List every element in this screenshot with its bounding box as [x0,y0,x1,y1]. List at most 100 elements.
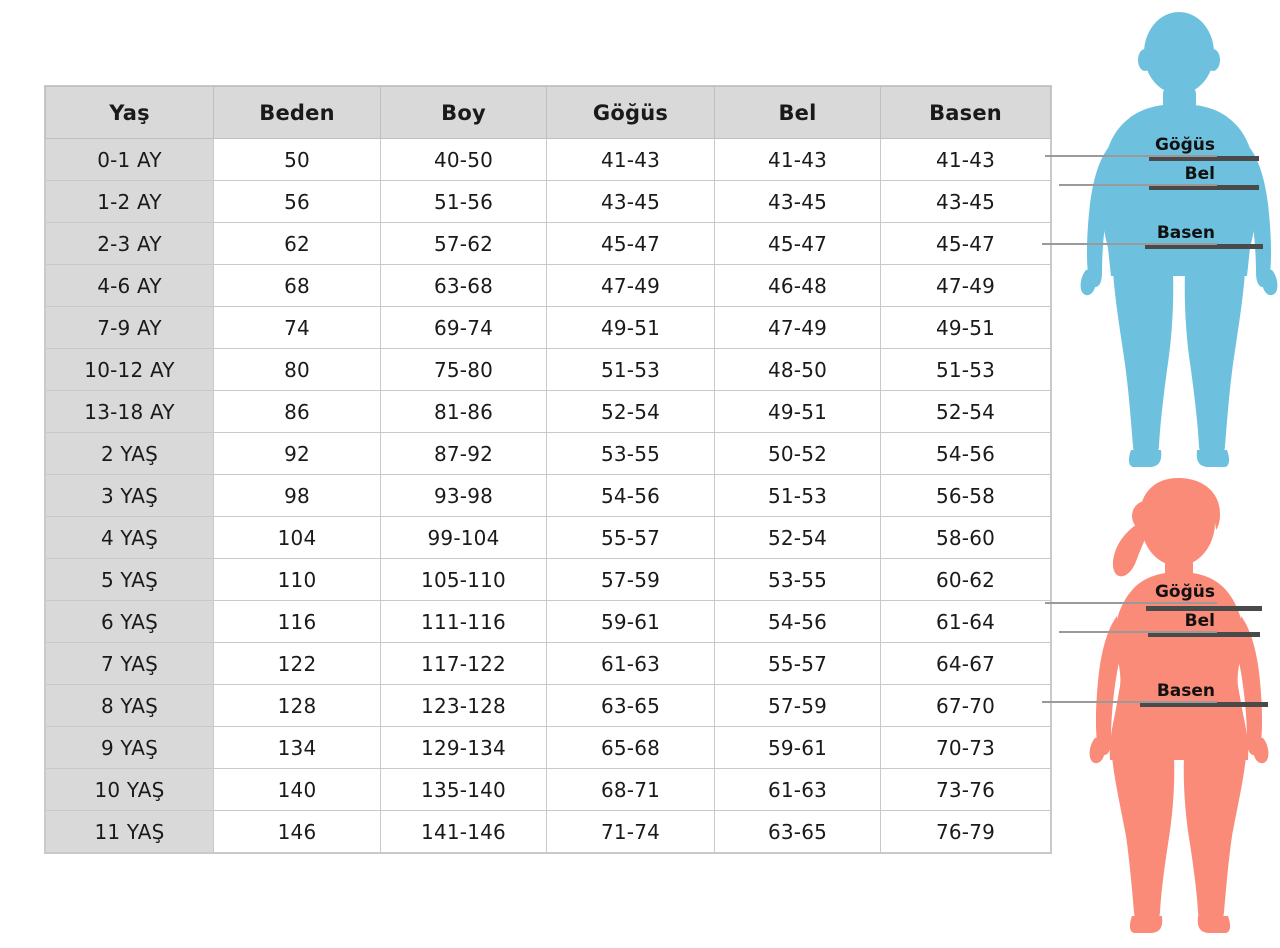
cell-height: 63-68 [380,264,547,307]
cell-waist: 61-63 [714,768,881,811]
cell-height: 99-104 [380,516,547,559]
cell-chest: 59-61 [546,600,715,643]
cell-height: 141-146 [380,810,547,853]
cell-chest: 51-53 [546,348,715,391]
cell-age: 0-1 AY [45,138,214,181]
cell-size: 74 [213,306,381,349]
cell-chest: 45-47 [546,222,715,265]
table-row: 3 YAŞ 98 93-98 54-56 51-53 56-58 [45,474,1051,517]
column-header-chest: Göğüs [546,86,715,139]
cell-chest: 47-49 [546,264,715,307]
cell-chest: 52-54 [546,390,715,433]
cell-waist: 47-49 [714,306,881,349]
cell-hip: 73-76 [880,768,1051,811]
cell-size: 92 [213,432,381,475]
female-chest-leader-line [1045,602,1217,604]
cell-chest: 61-63 [546,642,715,685]
cell-height: 129-134 [380,726,547,769]
cell-chest: 68-71 [546,768,715,811]
cell-size: 80 [213,348,381,391]
cell-size: 62 [213,222,381,265]
female-chest-callout: Göğüs [1045,583,1217,604]
cell-hip: 51-53 [880,348,1051,391]
cell-height: 69-74 [380,306,547,349]
cell-size: 128 [213,684,381,727]
cell-hip: 52-54 [880,390,1051,433]
cell-height: 81-86 [380,390,547,433]
female-waist-callout: Bel [1059,612,1217,633]
table-row: 10-12 AY 80 75-80 51-53 48-50 51-53 [45,348,1051,391]
table-row: 11 YAŞ 146 141-146 71-74 63-65 76-79 [45,810,1051,853]
table-row: 0-1 AY 50 40-50 41-43 41-43 41-43 [45,138,1051,181]
column-header-age: Yaş [45,86,214,139]
table-row: 2 YAŞ 92 87-92 53-55 50-52 54-56 [45,432,1051,475]
cell-age: 1-2 AY [45,180,214,223]
cell-waist: 57-59 [714,684,881,727]
cell-hip: 58-60 [880,516,1051,559]
cell-hip: 67-70 [880,684,1051,727]
cell-hip: 47-49 [880,264,1051,307]
cell-height: 51-56 [380,180,547,223]
cell-age: 3 YAŞ [45,474,214,517]
cell-hip: 45-47 [880,222,1051,265]
cell-size: 146 [213,810,381,853]
cell-size: 68 [213,264,381,307]
cell-hip: 61-64 [880,600,1051,643]
cell-waist: 45-47 [714,222,881,265]
cell-size: 98 [213,474,381,517]
size-chart-table-container: Yaş Beden Boy Göğüs Bel Basen 0-1 AY 50 40… [45,86,1051,853]
male-waist-callout: Bel [1059,165,1217,186]
female-waist-leader-line [1059,631,1217,633]
table-row: 1-2 AY 56 51-56 43-45 43-45 43-45 [45,180,1051,223]
table-row: 2-3 AY 62 57-62 45-47 45-47 45-47 [45,222,1051,265]
cell-waist: 55-57 [714,642,881,685]
cell-height: 40-50 [380,138,547,181]
table-row: 4 YAŞ 104 99-104 55-57 52-54 58-60 [45,516,1051,559]
cell-waist: 46-48 [714,264,881,307]
cell-size: 110 [213,558,381,601]
male-chest-label: Göğüs [1154,135,1215,155]
cell-height: 117-122 [380,642,547,685]
cell-waist: 48-50 [714,348,881,391]
cell-chest: 57-59 [546,558,715,601]
female-hip-measure-band [1140,702,1268,707]
cell-chest: 71-74 [546,810,715,853]
table-row: 5 YAŞ 110 105-110 57-59 53-55 60-62 [45,558,1051,601]
table-row: 7-9 AY 74 69-74 49-51 47-49 49-51 [45,306,1051,349]
size-chart-table: Yaş Beden Boy Göğüs Bel Basen 0-1 AY 50 40… [45,86,1051,853]
cell-chest: 54-56 [546,474,715,517]
female-silhouette-icon [1089,478,1269,933]
cell-chest: 41-43 [546,138,715,181]
table-body: 0-1 AY 50 40-50 41-43 41-43 41-43 1-2 AY 56 51-5… [45,138,1051,853]
female-waist-label: Bel [1184,611,1215,631]
female-hip-label: Basen [1156,681,1215,701]
cell-waist: 49-51 [714,390,881,433]
male-chest-measure-band [1149,156,1259,161]
cell-hip: 64-67 [880,642,1051,685]
female-chest-label: Göğüs [1154,582,1215,602]
cell-age: 11 YAŞ [45,810,214,853]
cell-height: 135-140 [380,768,547,811]
female-hip-callout: Basen [1042,682,1217,703]
cell-waist: 54-56 [714,600,881,643]
cell-age: 7-9 AY [45,306,214,349]
female-hip-leader-line [1042,701,1217,703]
male-body-figure: Göğüs Bel Basen [1042,8,1280,478]
cell-age: 2-3 AY [45,222,214,265]
female-chest-measure-band [1146,606,1262,611]
male-hip-label: Basen [1156,223,1215,243]
cell-hip: 56-58 [880,474,1051,517]
male-silhouette-icon [1080,12,1278,467]
cell-size: 116 [213,600,381,643]
cell-age: 9 YAŞ [45,726,214,769]
cell-chest: 53-55 [546,432,715,475]
column-header-waist: Bel [714,86,881,139]
male-hip-leader-line [1042,243,1217,245]
cell-size: 56 [213,180,381,223]
cell-age: 5 YAŞ [45,558,214,601]
female-body-figure: Göğüs Bel Basen [1042,470,1280,940]
cell-height: 75-80 [380,348,547,391]
cell-size: 50 [213,138,381,181]
cell-chest: 65-68 [546,726,715,769]
cell-chest: 55-57 [546,516,715,559]
